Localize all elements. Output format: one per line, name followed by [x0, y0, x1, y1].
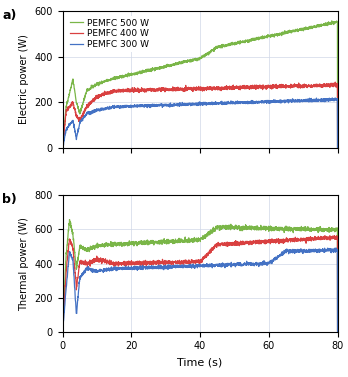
Text: a): a): [2, 9, 17, 21]
Text: b): b): [2, 193, 17, 206]
Y-axis label: Electric power (W): Electric power (W): [19, 35, 29, 124]
Y-axis label: Thermal power (W): Thermal power (W): [19, 217, 29, 311]
X-axis label: Time (s): Time (s): [177, 357, 223, 367]
Legend: PEMFC 500 W, PEMFC 400 W, PEMFC 300 W: PEMFC 500 W, PEMFC 400 W, PEMFC 300 W: [67, 16, 152, 52]
